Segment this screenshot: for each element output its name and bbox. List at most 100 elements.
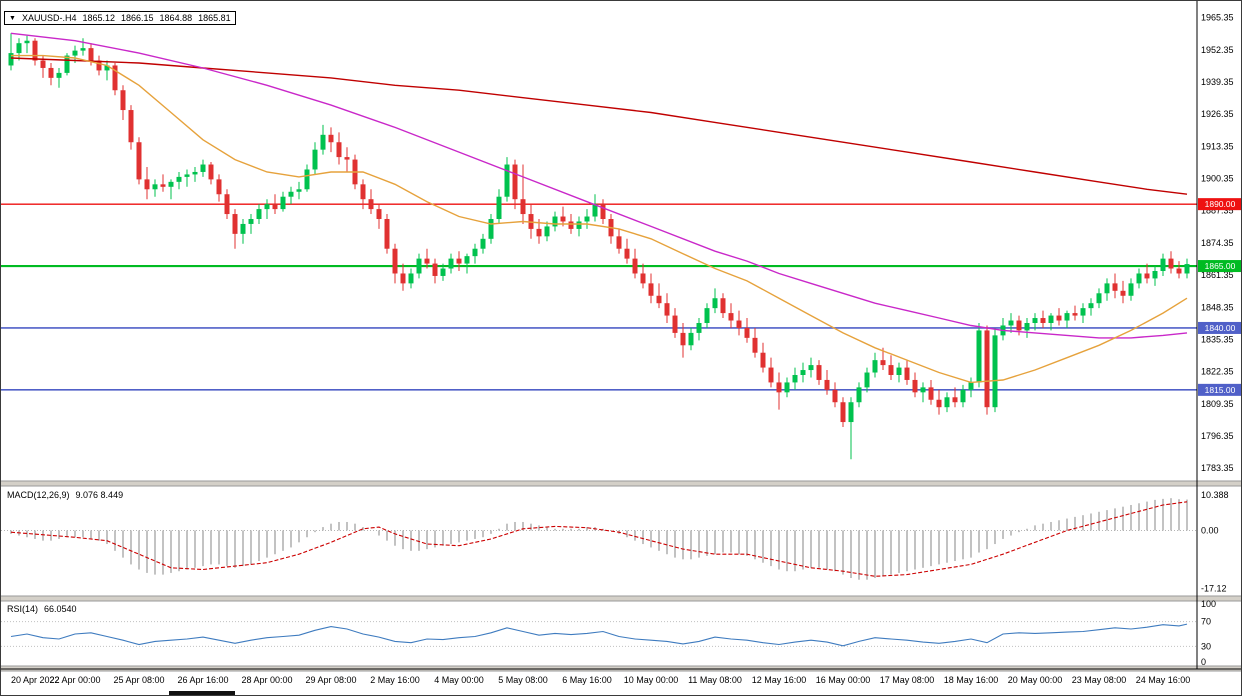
price-level-badge — [1198, 321, 1241, 334]
candle-body — [104, 65, 110, 71]
panel-separator[interactable] — [1, 481, 1242, 486]
candle-body — [872, 360, 878, 373]
price-tick-label: 1939.35 — [1201, 77, 1234, 87]
candle-body — [736, 320, 742, 328]
rsi-panel[interactable] — [1, 603, 1197, 665]
candle-body — [160, 184, 166, 187]
candle-body — [1144, 273, 1150, 279]
price-tick-label: 1900.35 — [1201, 174, 1234, 184]
candle-body — [968, 382, 974, 390]
candle-body — [216, 179, 222, 195]
candle-body — [1088, 303, 1094, 309]
macd-axis-label: 10.388 — [1201, 490, 1229, 500]
dropdown-triangle-icon[interactable]: ▼ — [9, 14, 16, 22]
rsi-axis-label: 70 — [1201, 617, 1211, 627]
candle-body — [808, 365, 814, 371]
price-tick-label: 1965.35 — [1201, 13, 1234, 23]
candle-body — [864, 372, 870, 388]
candle-body — [792, 375, 798, 383]
price-tick-label: 1952.35 — [1201, 45, 1234, 55]
candle-body — [976, 330, 982, 383]
price-tick-label: 1835.35 — [1201, 334, 1234, 344]
candle-body — [1168, 258, 1174, 269]
candle-body — [304, 169, 310, 190]
candle-body — [936, 399, 942, 408]
candle-body — [624, 248, 630, 259]
candle-body — [1024, 323, 1030, 331]
candle-body — [584, 216, 590, 222]
candle-body — [600, 204, 606, 219]
candle-body — [1032, 318, 1038, 323]
candle-body — [1072, 313, 1078, 316]
price-level-badge-text: 1890.00 — [1205, 199, 1236, 209]
price-tick-label: 1887.35 — [1201, 206, 1234, 216]
candle-body — [672, 315, 678, 333]
candle-body — [456, 258, 462, 264]
candle-body — [960, 389, 966, 403]
macd-axis-label: -17.12 — [1201, 584, 1227, 594]
candle-body — [288, 191, 294, 197]
candle-body — [640, 273, 646, 284]
candle-body — [760, 352, 766, 368]
price-tick-label: 1796.35 — [1201, 431, 1234, 441]
candle-body — [192, 171, 198, 175]
candle-body — [1048, 315, 1054, 323]
close-value: 1865.81 — [198, 13, 231, 23]
candle-body — [240, 223, 246, 234]
candle-body — [1128, 283, 1134, 296]
price-tick-label: 1913.35 — [1201, 141, 1234, 151]
candle-body — [184, 174, 190, 177]
macd-signal-line — [10, 501, 1188, 577]
candle-body — [784, 382, 790, 393]
candle-body — [480, 238, 486, 249]
ma-mid-line — [10, 32, 1188, 339]
open-value: 1865.12 — [82, 13, 115, 23]
macd-axis-label: 0.00 — [1201, 525, 1219, 535]
time-axis-label: 10 May 00:00 — [624, 675, 679, 685]
candle-body — [512, 164, 518, 200]
macd-panel[interactable] — [1, 488, 1197, 595]
price-tick-label: 1926.35 — [1201, 109, 1234, 119]
candle-body — [880, 360, 886, 366]
candle-body — [1016, 320, 1022, 331]
candle-body — [1152, 271, 1158, 279]
candle-body — [272, 204, 278, 210]
candle-body — [376, 209, 382, 219]
candle-body — [1176, 268, 1182, 274]
horizontal-scrollbar-thumb[interactable] — [169, 691, 235, 695]
candle-body — [320, 134, 326, 150]
candle-body — [136, 142, 142, 180]
price-tick-label: 1809.35 — [1201, 399, 1234, 409]
candle-body — [504, 164, 510, 197]
candle-body — [728, 313, 734, 321]
ma-fast-line — [11, 54, 1188, 384]
time-axis-label: 29 Apr 08:00 — [305, 675, 356, 685]
price-level-badge — [1198, 198, 1241, 211]
candle-body — [768, 367, 774, 383]
panel-separator[interactable] — [1, 596, 1242, 601]
candle-body — [80, 48, 86, 51]
candle-body — [816, 365, 822, 380]
candle-body — [1136, 273, 1142, 284]
candle-body — [648, 283, 654, 296]
rsi-axis-label: 30 — [1201, 641, 1211, 651]
price-panel[interactable] — [1, 11, 1197, 479]
candle-body — [904, 367, 910, 380]
time-axis-label: 11 May 08:00 — [688, 675, 742, 685]
candle-body — [176, 176, 182, 182]
candle-body — [800, 370, 806, 375]
price-level-badge-text: 1840.00 — [1205, 323, 1236, 333]
candle-body — [1112, 283, 1118, 291]
candle-body — [40, 60, 46, 68]
candle-body — [344, 157, 350, 160]
time-axis-label: 6 May 16:00 — [562, 675, 612, 685]
candle-body — [48, 67, 54, 78]
candle-body — [232, 214, 238, 234]
candle-body — [1056, 315, 1062, 321]
candle-body — [712, 298, 718, 309]
candle-body — [96, 60, 102, 71]
candle-body — [536, 228, 542, 237]
symbol-ohlc-box: ▼ XAUUSD-.H4 1865.12 1866.15 1864.88 186… — [4, 11, 236, 25]
price-axis[interactable] — [1198, 1, 1242, 669]
candle-body — [496, 196, 502, 219]
